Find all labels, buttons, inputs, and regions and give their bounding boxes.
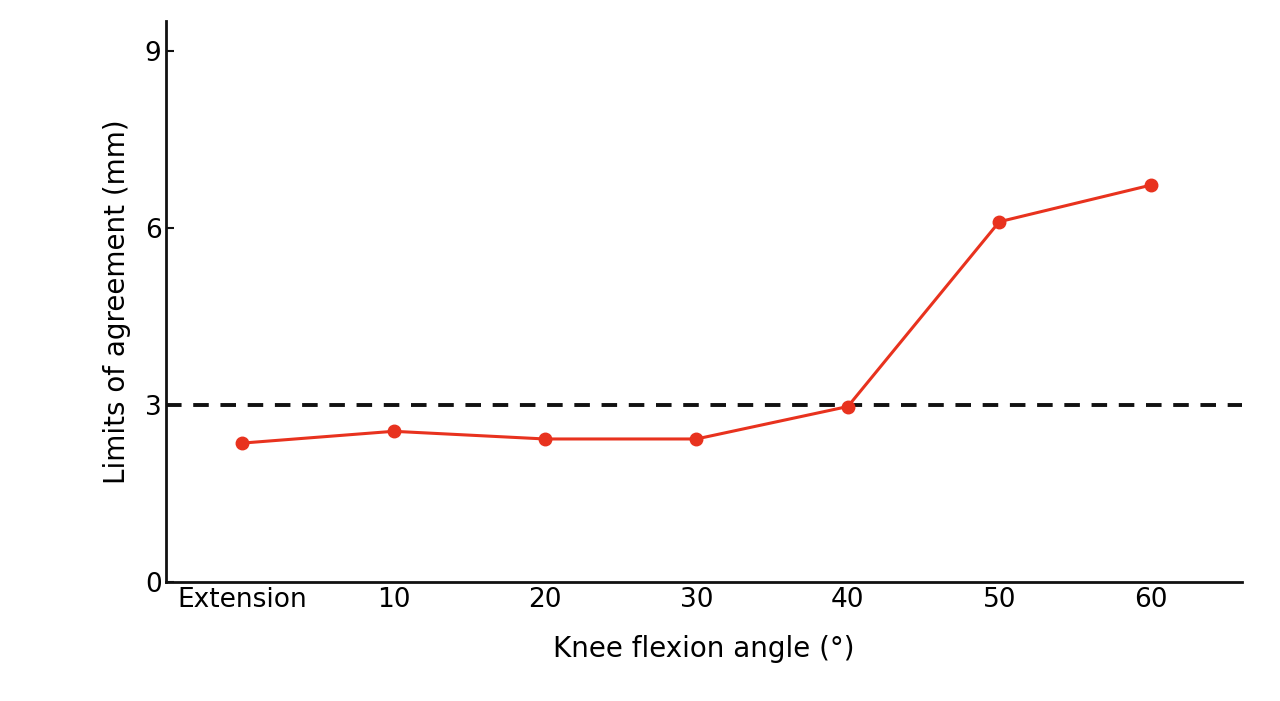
Y-axis label: Limits of agreement (mm): Limits of agreement (mm) (102, 119, 131, 484)
X-axis label: Knee flexion angle (°): Knee flexion angle (°) (553, 635, 855, 663)
